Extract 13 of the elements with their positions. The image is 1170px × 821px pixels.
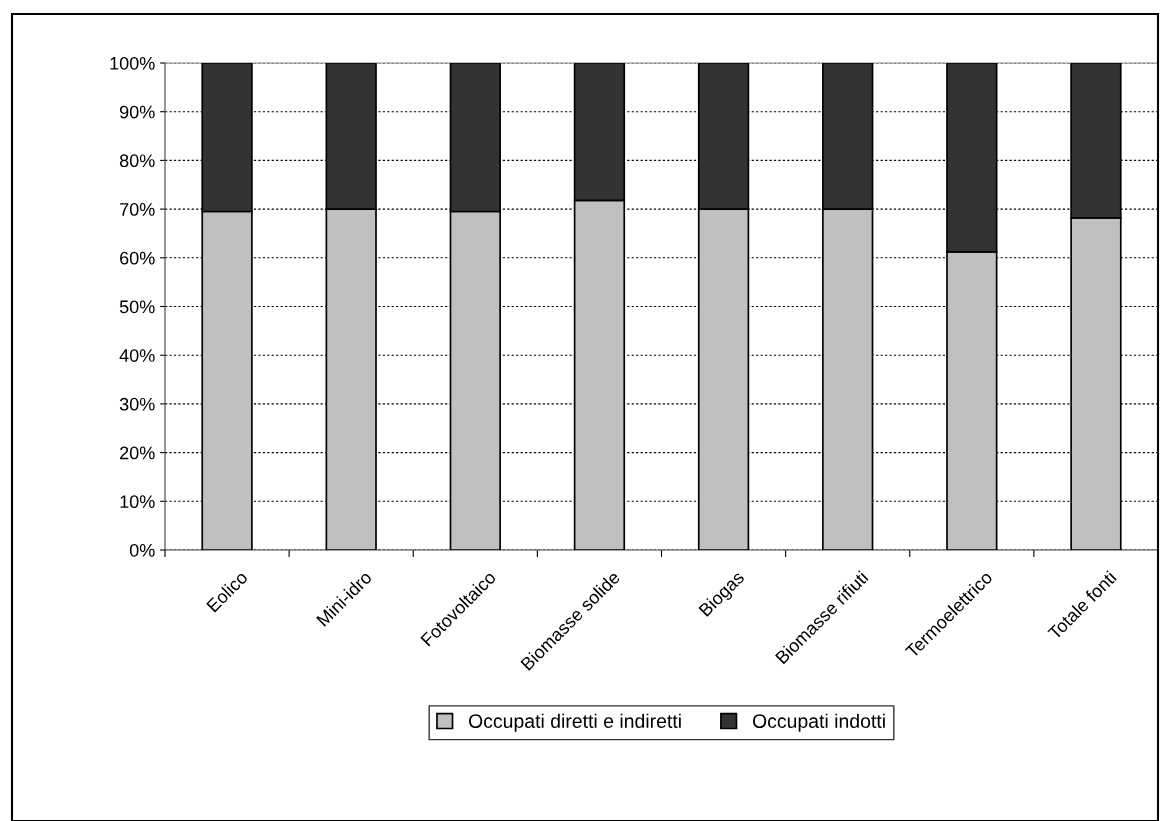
y-tick-label: 10% bbox=[120, 495, 155, 509]
y-tick-label: 30% bbox=[119, 397, 155, 411]
y-tick-label: 80% bbox=[119, 154, 155, 168]
y-tick-label: 40% bbox=[119, 349, 155, 362]
legend-label: Occupati indotti bbox=[752, 713, 885, 732]
y-tick-label: 70% bbox=[120, 203, 155, 216]
y-tick-label: 0% bbox=[129, 543, 155, 557]
y-tick-label: 100% bbox=[110, 56, 155, 70]
legend-label: Occupati diretti e indiretti bbox=[468, 713, 681, 732]
y-tick-label: 20% bbox=[120, 446, 155, 460]
y-tick-label: 60% bbox=[120, 251, 155, 265]
y-tick-label: 90% bbox=[119, 105, 155, 119]
y-tick-label: 50% bbox=[119, 300, 155, 314]
